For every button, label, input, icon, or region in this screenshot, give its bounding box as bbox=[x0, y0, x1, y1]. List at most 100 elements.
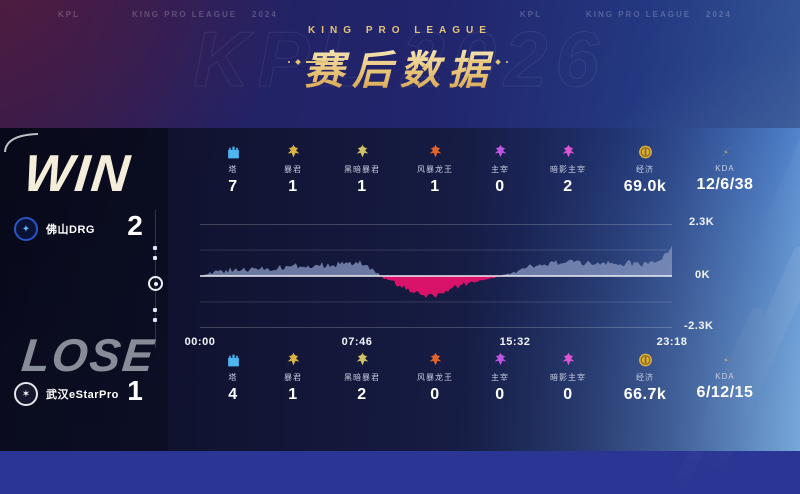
stat-value: 2 bbox=[563, 178, 573, 195]
stat-top-economy: 经济 69.0k bbox=[603, 144, 687, 196]
title-ornament-right bbox=[468, 59, 508, 65]
dark-tyrant-icon bbox=[320, 352, 404, 369]
lose-score: 1 bbox=[127, 375, 143, 406]
divider-dot bbox=[153, 308, 157, 312]
page-title: 赛后数据 bbox=[0, 38, 800, 96]
x-tick-00-00: 00:00 bbox=[184, 336, 216, 348]
dark-tyrant-icon bbox=[320, 144, 404, 161]
win-team-row: ✦ 佛山DRG bbox=[14, 216, 164, 242]
stat-label: 暗影主宰 bbox=[550, 165, 586, 174]
win-label: WIN bbox=[20, 145, 135, 203]
stat-label: 主宰 bbox=[491, 165, 509, 174]
stat-value: 0 bbox=[430, 386, 440, 403]
stat-value: 12/6/38 bbox=[696, 176, 754, 193]
stat-label: 风暴龙王 bbox=[417, 165, 453, 174]
stat-value: 4 bbox=[228, 386, 238, 403]
lose-team-row: ✶ 武汉eStarPro bbox=[14, 381, 164, 407]
stat-label: KDA bbox=[715, 164, 735, 173]
lose-team-logo: ✶ bbox=[14, 382, 38, 406]
stat-top-kda: KDA 12/6/38 bbox=[683, 144, 767, 194]
stat-bottom-dark-tyrant: 黑暗暴君 2 bbox=[320, 352, 404, 404]
economy-icon bbox=[603, 144, 687, 161]
stat-value: 6/12/15 bbox=[696, 384, 754, 401]
lose-label: LOSE bbox=[19, 329, 158, 381]
divider-dot bbox=[153, 256, 157, 260]
x-tick-15-32: 15:32 bbox=[499, 336, 531, 348]
stat-top-tower: 塔 7 bbox=[191, 144, 275, 196]
stat-top-shadow-overlord: 暗影主宰 2 bbox=[526, 144, 610, 196]
divider-dot bbox=[153, 246, 157, 250]
stat-label: 经济 bbox=[636, 165, 654, 174]
stat-label: 黑暗暴君 bbox=[344, 165, 380, 174]
corner-swirl-decoration bbox=[4, 133, 39, 153]
stat-bottom-kda: KDA 6/12/15 bbox=[683, 352, 767, 402]
tyrant-icon bbox=[251, 144, 335, 161]
shadow-overlord-icon bbox=[526, 352, 610, 369]
stat-label: 暴君 bbox=[284, 373, 302, 382]
lose-team-name: 武汉eStarPro bbox=[46, 389, 119, 401]
win-score: 2 bbox=[127, 210, 143, 241]
meta-text: KPL bbox=[58, 10, 80, 19]
stat-bottom-tower: 塔 4 bbox=[191, 352, 275, 404]
win-team-name: 佛山DRG bbox=[46, 224, 95, 236]
stat-label: 塔 bbox=[228, 165, 238, 174]
x-tick-07-46: 07:46 bbox=[341, 336, 373, 348]
y-tick-pos: 2.3K bbox=[689, 216, 715, 228]
stat-top-storm-dragon: 风暴龙王 1 bbox=[393, 144, 477, 196]
economy-icon bbox=[603, 352, 687, 369]
stat-label: 主宰 bbox=[491, 373, 509, 382]
tower-icon bbox=[191, 144, 275, 161]
stat-value: 66.7k bbox=[623, 386, 667, 403]
divider-dot bbox=[153, 318, 157, 322]
stat-value: 1 bbox=[288, 178, 298, 195]
stat-bottom-economy: 经济 66.7k bbox=[603, 352, 687, 404]
stat-bottom-overlord: 主宰 0 bbox=[458, 352, 542, 404]
economy-diff-chart bbox=[200, 224, 672, 328]
y-tick-neg: -2.3K bbox=[684, 320, 714, 332]
meta-text: KING PRO LEAGUE bbox=[132, 10, 238, 19]
stat-value: 0 bbox=[563, 386, 573, 403]
stat-label: 暗影主宰 bbox=[550, 373, 586, 382]
storm-dragon-icon bbox=[393, 144, 477, 161]
stat-top-tyrant: 暴君 1 bbox=[251, 144, 335, 196]
kda-icon bbox=[683, 144, 767, 161]
stat-value: 1 bbox=[357, 178, 367, 195]
stat-value: 69.0k bbox=[623, 178, 667, 195]
meta-text: 2024 bbox=[252, 10, 278, 19]
stat-value: 2 bbox=[357, 386, 367, 403]
stat-label: 暴君 bbox=[284, 165, 302, 174]
stat-value: 7 bbox=[228, 178, 238, 195]
league-badge: KING PRO LEAGUE bbox=[308, 25, 492, 36]
y-tick-zero: 0K bbox=[695, 269, 711, 281]
stat-value: 1 bbox=[430, 178, 440, 195]
kda-icon bbox=[683, 352, 767, 369]
stat-bottom-shadow-overlord: 暗影主宰 0 bbox=[526, 352, 610, 404]
shadow-overlord-icon bbox=[526, 144, 610, 161]
stat-value: 0 bbox=[495, 386, 505, 403]
meta-text: KPL bbox=[520, 10, 542, 19]
divider-ring-icon bbox=[148, 276, 163, 291]
storm-dragon-icon bbox=[393, 352, 477, 369]
stat-value: 0 bbox=[495, 178, 505, 195]
stat-label: 经济 bbox=[636, 373, 654, 382]
stat-label: 塔 bbox=[228, 373, 238, 382]
stat-label: KDA bbox=[715, 372, 735, 381]
meta-text: KING PRO LEAGUE bbox=[586, 10, 692, 19]
stat-value: 1 bbox=[288, 386, 298, 403]
tower-icon bbox=[191, 352, 275, 369]
post-match-panel: WIN ✦ 佛山DRG 2 LOSE ✶ 武汉eStarPro 1 塔 7 暴君… bbox=[0, 128, 800, 451]
header-shade bbox=[0, 0, 800, 128]
meta-text: 2024 bbox=[706, 10, 732, 19]
overlord-icon bbox=[458, 352, 542, 369]
tyrant-icon bbox=[251, 352, 335, 369]
overlord-icon bbox=[458, 144, 542, 161]
stat-top-overlord: 主宰 0 bbox=[458, 144, 542, 196]
stat-label: 黑暗暴君 bbox=[344, 373, 380, 382]
stat-label: 风暴龙王 bbox=[417, 373, 453, 382]
stat-bottom-tyrant: 暴君 1 bbox=[251, 352, 335, 404]
stat-top-dark-tyrant: 黑暗暴君 1 bbox=[320, 144, 404, 196]
x-tick-23-18: 23:18 bbox=[656, 336, 688, 348]
stat-bottom-storm-dragon: 风暴龙王 0 bbox=[393, 352, 477, 404]
title-ornament-left bbox=[288, 59, 328, 65]
win-team-logo: ✦ bbox=[14, 217, 38, 241]
